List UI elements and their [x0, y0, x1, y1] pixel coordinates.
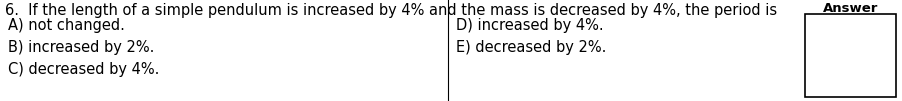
Text: A) not changed.: A) not changed. [8, 18, 124, 33]
Bar [805, 14, 896, 97]
Text: C) decreased by 4%.: C) decreased by 4%. [8, 62, 160, 77]
Text: B) increased by 2%.: B) increased by 2%. [8, 40, 154, 55]
Text: 6.  If the length of a simple pendulum is increased by 4% and the mass is decrea: 6. If the length of a simple pendulum is… [5, 3, 778, 18]
Text: D) increased by 4%.: D) increased by 4%. [456, 18, 603, 33]
Text: Answer: Answer [823, 2, 879, 15]
Text: E) decreased by 2%.: E) decreased by 2%. [456, 40, 606, 55]
